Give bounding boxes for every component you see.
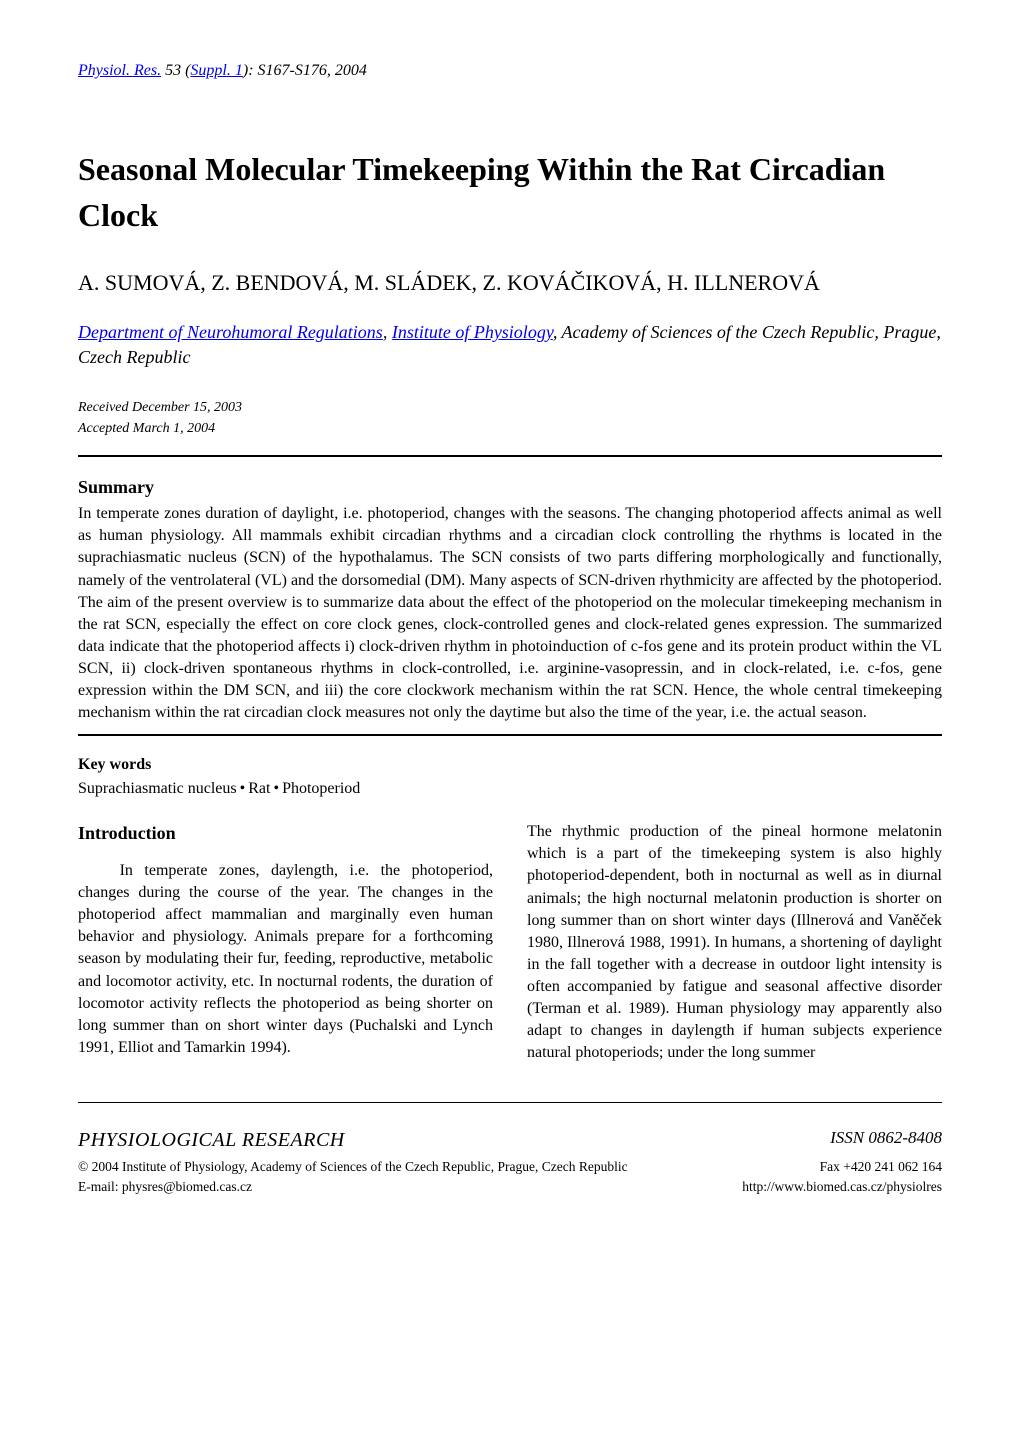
summary-heading: Summary — [78, 475, 942, 499]
accepted-date: Accepted March 1, 2004 — [78, 419, 942, 439]
journal-issue-close: ): — [243, 62, 258, 79]
journal-issue-link[interactable]: Suppl. 1 — [190, 62, 242, 79]
paper-title: Seasonal Molecular Timekeeping Within th… — [78, 146, 942, 239]
manuscript-dates: Received December 15, 2003 Accepted Marc… — [78, 398, 942, 439]
journal-name-link[interactable]: Physiol. Res. — [78, 62, 161, 79]
intro-paragraph-right: The rhythmic production of the pineal ho… — [527, 821, 942, 1064]
keywords-block: Key words Suprachiasmatic nucleus•Rat•Ph… — [78, 754, 942, 799]
divider-top — [78, 455, 942, 457]
affiliation-dept-link[interactable]: Department of Neurohumoral Regulations — [78, 322, 383, 342]
page-footer: PHYSIOLOGICAL RESEARCH ISSN 0862-8408 © … — [78, 1102, 942, 1198]
summary-body: In temperate zones duration of daylight,… — [78, 503, 942, 724]
journal-pages-year: S167-S176, 2004 — [258, 62, 367, 79]
introduction-heading: Introduction — [78, 821, 493, 846]
two-column-body: Introduction In temperate zones, dayleng… — [78, 821, 942, 1064]
footer-issn: ISSN 0862-8408 — [830, 1127, 942, 1154]
keyword-item: Suprachiasmatic nucleus — [78, 780, 237, 797]
author-list: A. SUMOVÁ, Z. BENDOVÁ, M. SLÁDEK, Z. KOV… — [78, 268, 942, 298]
left-column: Introduction In temperate zones, dayleng… — [78, 821, 493, 1064]
affiliation-sep: , — [383, 322, 392, 342]
journal-volume: 53 — [165, 62, 181, 79]
right-column: The rhythmic production of the pineal ho… — [527, 821, 942, 1064]
keywords-label: Key words — [78, 754, 942, 776]
footer-url: http://www.biomed.cas.cz/physiolres — [742, 1177, 942, 1197]
divider-after-summary — [78, 734, 942, 736]
intro-paragraph-left: In temperate zones, daylength, i.e. the … — [78, 860, 493, 1059]
journal-reference: Physiol. Res. 53 (Suppl. 1): S167-S176, … — [78, 60, 942, 82]
keyword-item: Photoperiod — [282, 780, 360, 797]
footer-email: E-mail: physres@biomed.cas.cz — [78, 1177, 628, 1197]
footer-copyright: © 2004 Institute of Physiology, Academy … — [78, 1157, 628, 1177]
received-date: Received December 15, 2003 — [78, 398, 942, 418]
affiliation-inst-link[interactable]: Institute of Physiology — [392, 322, 553, 342]
footer-journal-title: PHYSIOLOGICAL RESEARCH — [78, 1127, 345, 1154]
affiliation: Department of Neurohumoral Regulations, … — [78, 320, 942, 370]
keyword-sep: • — [237, 780, 249, 797]
keyword-item: Rat — [248, 780, 270, 797]
footer-fax: Fax +420 241 062 164 — [742, 1157, 942, 1177]
keyword-sep: • — [270, 780, 282, 797]
divider-footer — [78, 1102, 942, 1103]
